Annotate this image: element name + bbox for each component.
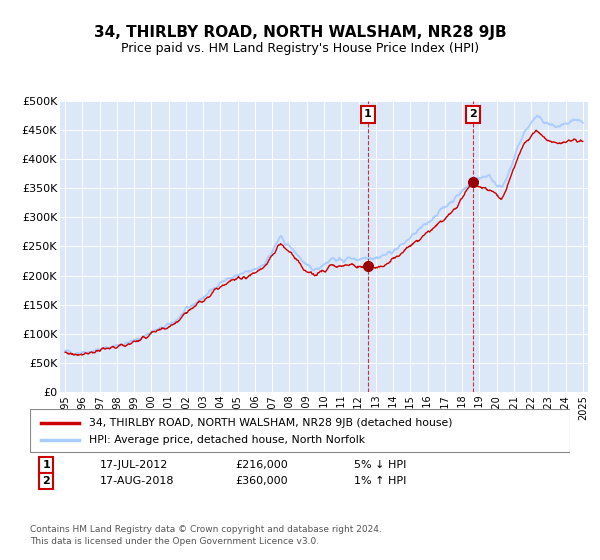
Text: 17-AUG-2018: 17-AUG-2018 bbox=[100, 476, 175, 486]
Text: 2: 2 bbox=[43, 476, 50, 486]
Text: 1% ↑ HPI: 1% ↑ HPI bbox=[354, 476, 406, 486]
Text: 1: 1 bbox=[364, 109, 372, 119]
Text: Price paid vs. HM Land Registry's House Price Index (HPI): Price paid vs. HM Land Registry's House … bbox=[121, 42, 479, 55]
Text: 34, THIRLBY ROAD, NORTH WALSHAM, NR28 9JB (detached house): 34, THIRLBY ROAD, NORTH WALSHAM, NR28 9J… bbox=[89, 418, 453, 428]
Text: Contains HM Land Registry data © Crown copyright and database right 2024.
This d: Contains HM Land Registry data © Crown c… bbox=[30, 525, 382, 546]
Text: 34, THIRLBY ROAD, NORTH WALSHAM, NR28 9JB: 34, THIRLBY ROAD, NORTH WALSHAM, NR28 9J… bbox=[94, 25, 506, 40]
Text: £216,000: £216,000 bbox=[235, 460, 288, 470]
Text: 5% ↓ HPI: 5% ↓ HPI bbox=[354, 460, 406, 470]
Text: £360,000: £360,000 bbox=[235, 476, 288, 486]
FancyBboxPatch shape bbox=[30, 409, 570, 452]
Text: 17-JUL-2012: 17-JUL-2012 bbox=[100, 460, 169, 470]
Text: 1: 1 bbox=[43, 460, 50, 470]
Text: 2: 2 bbox=[469, 109, 477, 119]
Text: HPI: Average price, detached house, North Norfolk: HPI: Average price, detached house, Nort… bbox=[89, 435, 365, 445]
